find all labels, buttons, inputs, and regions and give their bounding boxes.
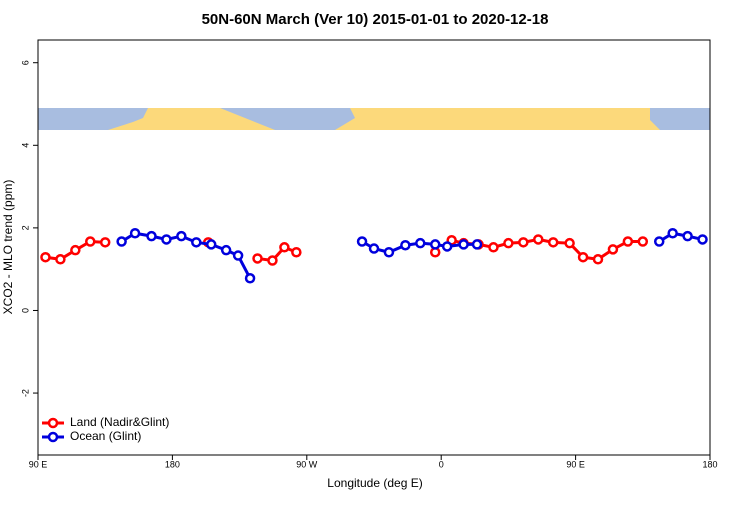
data-point	[441, 241, 453, 252]
x-axis-label: Longitude (deg E)	[327, 476, 422, 490]
data-point	[592, 254, 604, 265]
data-point	[161, 234, 172, 245]
x-tick-label: 180	[702, 459, 717, 469]
x-tick-label: 180	[165, 459, 180, 469]
data-point	[547, 237, 559, 248]
data-point	[415, 237, 426, 249]
data-point	[637, 236, 649, 247]
data-point	[205, 239, 217, 250]
data-point	[129, 228, 141, 239]
x-tick-label: 90 E	[29, 459, 48, 469]
data-point	[577, 251, 589, 263]
data-point	[40, 251, 51, 263]
data-point	[220, 244, 232, 256]
y-tick-label: 2	[20, 225, 30, 230]
data-point	[622, 236, 634, 247]
data-point	[429, 239, 441, 250]
data-point	[244, 273, 256, 284]
y-tick-label: 6	[20, 60, 30, 65]
map-strip	[38, 108, 710, 130]
legend-marker	[47, 417, 59, 429]
data-point	[564, 237, 575, 249]
data-point	[176, 230, 187, 242]
data-point	[682, 230, 693, 242]
data-point	[471, 239, 483, 250]
data-point	[518, 237, 529, 248]
legend-label: Land (Nadir&Glint)	[70, 415, 169, 429]
legend-marker	[47, 431, 59, 443]
data-point	[252, 253, 263, 264]
plot-frame	[37, 39, 711, 456]
y-tick-label: 4	[20, 143, 30, 148]
y-tick-label: 0	[20, 308, 30, 313]
x-tick-label: 90 E	[566, 459, 585, 469]
data-point	[99, 237, 111, 248]
data-point	[356, 236, 368, 247]
data-point	[191, 237, 202, 248]
data-point	[667, 228, 678, 239]
data-point	[291, 246, 302, 258]
x-tick-label: 90 W	[296, 459, 318, 469]
data-point	[533, 234, 544, 245]
data-point	[232, 250, 244, 261]
data-point	[116, 236, 127, 247]
chart-title: 50N-60N March (Ver 10) 2015-01-01 to 202…	[202, 11, 549, 28]
y-tick-label: -2	[20, 389, 30, 397]
data-point	[383, 246, 395, 258]
data-point	[55, 254, 66, 265]
data-point	[400, 239, 411, 251]
data-point	[70, 244, 81, 256]
data-point	[279, 242, 290, 253]
data-point	[458, 239, 469, 250]
legend-label: Ocean (Glint)	[70, 429, 141, 443]
data-point	[653, 236, 665, 247]
data-point	[146, 230, 157, 242]
data-point	[503, 237, 514, 249]
x-tick-label: 0	[439, 459, 444, 469]
data-point	[607, 244, 619, 255]
data-point	[267, 255, 278, 266]
data-point	[697, 234, 708, 245]
data-point	[368, 243, 380, 254]
data-point	[85, 236, 96, 247]
data-point	[488, 242, 499, 253]
y-axis-label: XCO2 - MLO trend (ppm)	[1, 180, 15, 315]
